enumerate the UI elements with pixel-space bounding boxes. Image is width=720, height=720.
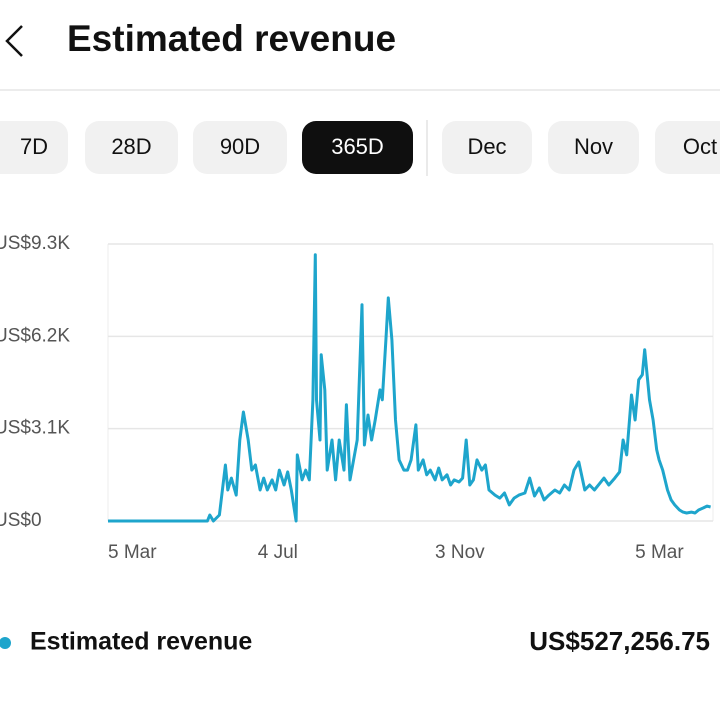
tab-label: Oct xyxy=(683,134,717,159)
page-title: Estimated revenue xyxy=(67,18,396,59)
y-tick-label: US$6.2K xyxy=(0,325,70,346)
tab[interactable] xyxy=(0,121,68,174)
x-tick-label: 4 Jul xyxy=(258,542,298,563)
y-tick-label: US$3.1K xyxy=(0,418,70,439)
tab[interactable] xyxy=(548,121,639,174)
x-tick-label: 5 Mar xyxy=(635,542,684,563)
x-tick-label: 3 Nov xyxy=(435,542,485,563)
tab-label: 90D xyxy=(220,134,260,159)
tab-label: Dec xyxy=(467,134,506,159)
legend-dot xyxy=(0,637,11,649)
line-series xyxy=(108,253,711,523)
tab[interactable] xyxy=(85,121,178,174)
tab[interactable] xyxy=(655,121,720,174)
tab-label: 365D xyxy=(331,134,384,159)
legend-label: Estimated revenue xyxy=(30,628,252,656)
y-tick-label: US$0 xyxy=(0,510,42,531)
back-button[interactable] xyxy=(5,25,23,57)
tab[interactable] xyxy=(302,121,413,174)
total-value: US$527,256.75 xyxy=(529,626,710,656)
tab[interactable] xyxy=(193,121,287,174)
tab-label: Nov xyxy=(574,134,613,159)
y-tick-label: US$9.3K xyxy=(0,233,70,254)
tab[interactable] xyxy=(442,121,532,174)
tab-label: 7D xyxy=(20,134,48,159)
x-tick-label: 5 Mar xyxy=(108,542,157,563)
tab-label: 28D xyxy=(111,134,151,159)
